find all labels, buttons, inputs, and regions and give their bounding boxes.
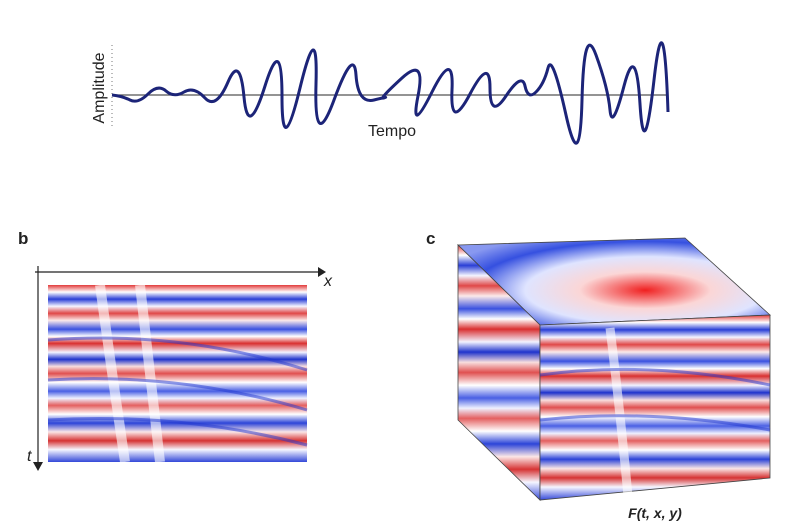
caption: F(t, x, y) <box>628 505 682 521</box>
fault <box>605 327 633 497</box>
cube-front <box>539 314 771 501</box>
waveform <box>111 41 670 145</box>
panel-label: c <box>426 229 435 248</box>
arrow <box>33 462 43 471</box>
x-label: Tempo <box>368 123 416 140</box>
arrow <box>318 267 326 277</box>
horizon <box>47 336 308 447</box>
axis-label: x <box>323 273 333 290</box>
fault <box>95 284 165 463</box>
axis-label: t <box>27 448 32 465</box>
seismic-section <box>48 285 307 462</box>
panel-label: b <box>18 229 28 248</box>
horizon <box>539 367 771 432</box>
y-label: Amplitude <box>91 52 108 123</box>
